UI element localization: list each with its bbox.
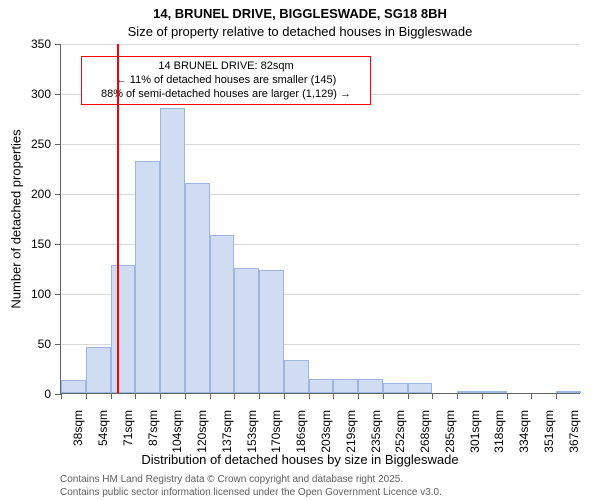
xtick-mark	[507, 393, 508, 399]
annotation-line: ← 11% of detached houses are smaller (14…	[88, 74, 364, 88]
xtick-label: 71sqm	[121, 400, 135, 446]
histogram-bar	[259, 270, 284, 393]
histogram-bar	[482, 391, 507, 393]
attribution-line: Contains HM Land Registry data © Crown c…	[60, 474, 442, 487]
xtick-mark	[135, 393, 136, 399]
histogram-bar	[61, 380, 86, 393]
xtick-label: 351sqm	[542, 400, 556, 453]
xtick-label: 186sqm	[294, 400, 308, 453]
histogram-bar	[556, 391, 581, 393]
xtick-mark	[185, 393, 186, 399]
histogram-bar	[135, 161, 160, 393]
xtick-mark	[457, 393, 458, 399]
histogram-bar	[185, 183, 210, 393]
ytick-label: 50	[38, 337, 61, 351]
xtick-label: 252sqm	[393, 400, 407, 453]
histogram-bar	[358, 379, 383, 393]
xtick-label: 235sqm	[369, 400, 383, 453]
chart-container: 14, BRUNEL DRIVE, BIGGLESWADE, SG18 8BH …	[0, 0, 600, 500]
ytick-label: 350	[31, 37, 61, 51]
xtick-mark	[309, 393, 310, 399]
xtick-label: 334sqm	[517, 400, 531, 453]
annotation-box: 14 BRUNEL DRIVE: 82sqm← 11% of detached …	[81, 56, 371, 105]
histogram-bar	[284, 360, 309, 393]
xtick-label: 268sqm	[418, 400, 432, 453]
ytick-label: 200	[31, 187, 61, 201]
ytick-label: 250	[31, 137, 61, 151]
xtick-mark	[358, 393, 359, 399]
annotation-line: 14 BRUNEL DRIVE: 82sqm	[88, 60, 364, 74]
xtick-label: 104sqm	[170, 400, 184, 453]
xtick-label: 203sqm	[319, 400, 333, 453]
x-axis-label: Distribution of detached houses by size …	[0, 452, 600, 467]
gridline	[61, 44, 580, 45]
y-axis-label: Number of detached properties	[9, 129, 24, 308]
plot-area: 05010015020025030035038sqm54sqm71sqm87sq…	[60, 44, 580, 394]
ytick-label: 0	[44, 387, 61, 401]
xtick-mark	[408, 393, 409, 399]
xtick-label: 170sqm	[269, 400, 283, 453]
xtick-label: 219sqm	[344, 400, 358, 453]
xtick-mark	[86, 393, 87, 399]
xtick-label: 120sqm	[195, 400, 209, 453]
xtick-mark	[482, 393, 483, 399]
histogram-bar	[309, 379, 334, 393]
xtick-mark	[531, 393, 532, 399]
histogram-bar	[457, 391, 482, 393]
histogram-bar	[86, 347, 111, 393]
xtick-label: 137sqm	[220, 400, 234, 453]
xtick-label: 301sqm	[468, 400, 482, 453]
xtick-mark	[210, 393, 211, 399]
xtick-mark	[111, 393, 112, 399]
xtick-mark	[259, 393, 260, 399]
xtick-label: 367sqm	[567, 400, 581, 453]
xtick-mark	[432, 393, 433, 399]
xtick-label: 318sqm	[492, 400, 506, 453]
chart-title-address: 14, BRUNEL DRIVE, BIGGLESWADE, SG18 8BH	[0, 6, 600, 21]
xtick-label: 38sqm	[71, 400, 85, 446]
histogram-bar	[234, 268, 259, 393]
xtick-mark	[61, 393, 62, 399]
xtick-mark	[383, 393, 384, 399]
xtick-mark	[333, 393, 334, 399]
xtick-mark	[234, 393, 235, 399]
property-marker-line	[117, 44, 119, 393]
attribution-text: Contains HM Land Registry data © Crown c…	[60, 474, 442, 499]
xtick-mark	[160, 393, 161, 399]
ytick-label: 100	[31, 287, 61, 301]
annotation-line: 88% of semi-detached houses are larger (…	[88, 88, 364, 102]
histogram-bar	[210, 235, 235, 393]
chart-title-subtitle: Size of property relative to detached ho…	[0, 24, 600, 39]
histogram-bar	[160, 108, 185, 393]
xtick-mark	[284, 393, 285, 399]
histogram-bar	[383, 383, 408, 393]
xtick-label: 54sqm	[96, 400, 110, 446]
gridline	[61, 144, 580, 145]
ytick-label: 300	[31, 87, 61, 101]
histogram-bar	[333, 379, 358, 393]
xtick-label: 285sqm	[443, 400, 457, 453]
attribution-line: Contains public sector information licen…	[60, 487, 442, 500]
histogram-bar	[408, 383, 433, 393]
xtick-mark	[556, 393, 557, 399]
ytick-label: 150	[31, 237, 61, 251]
xtick-label: 87sqm	[146, 400, 160, 446]
xtick-label: 153sqm	[245, 400, 259, 453]
histogram-bar	[111, 265, 136, 393]
